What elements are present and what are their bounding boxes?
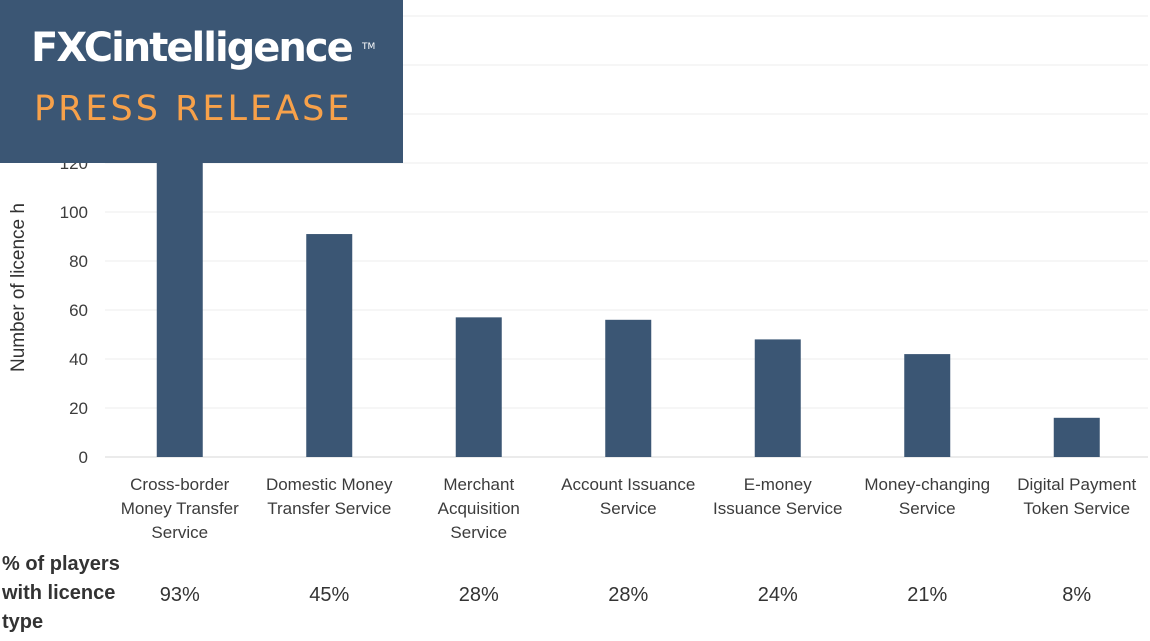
x-category-label: Service <box>450 523 507 542</box>
x-category-label: Money Transfer <box>121 499 239 518</box>
share-row-label: with licence <box>1 582 115 604</box>
share-value: 93% <box>160 584 200 606</box>
y-tick-label: 60 <box>69 301 88 320</box>
share-row-label: % of players <box>2 553 120 575</box>
bar <box>455 317 502 457</box>
x-category-label: Service <box>899 499 956 518</box>
y-axis-label: Number of licence h <box>8 203 29 372</box>
x-category-label: Service <box>151 523 208 542</box>
x-category-label: Service <box>600 499 657 518</box>
bar <box>605 319 652 457</box>
share-value: 45% <box>309 584 349 606</box>
share-row-label: type <box>2 611 43 633</box>
press-release-label: PRESS RELEASE <box>34 89 353 129</box>
bar <box>904 354 951 457</box>
x-category-label: Acquisition <box>438 499 520 518</box>
y-tick-label: 0 <box>79 448 88 467</box>
y-tick-label: 40 <box>69 350 88 369</box>
x-category-label: Domestic Money <box>266 475 393 494</box>
x-category-label: Cross-border <box>130 475 230 494</box>
y-tick-label: 100 <box>60 203 88 222</box>
share-value: 28% <box>608 584 648 606</box>
x-category-label: Merchant <box>443 475 514 494</box>
x-category-label: Digital Payment <box>1017 475 1136 494</box>
share-value: 24% <box>758 584 798 606</box>
y-tick-label: 80 <box>69 252 88 271</box>
x-category-label: Account Issuance <box>561 475 695 494</box>
share-value: 21% <box>907 584 947 606</box>
x-category-label: Money-changing <box>864 475 990 494</box>
press-release-banner: FXCintelligence TM PRESS RELEASE <box>0 0 403 163</box>
share-value: 8% <box>1062 584 1091 606</box>
x-category-label: Transfer Service <box>267 499 391 518</box>
x-category-label: E-money <box>744 475 813 494</box>
trademark-symbol: TM <box>362 42 376 52</box>
x-category-label: Token Service <box>1023 499 1130 518</box>
x-category-label: Issuance Service <box>713 499 842 518</box>
fxc-intelligence-logo: FXCintelligence <box>31 25 354 71</box>
share-value: 28% <box>459 584 499 606</box>
bar <box>306 234 353 457</box>
y-tick-label: 20 <box>69 399 88 418</box>
bar <box>754 339 801 457</box>
bar <box>1053 417 1100 457</box>
